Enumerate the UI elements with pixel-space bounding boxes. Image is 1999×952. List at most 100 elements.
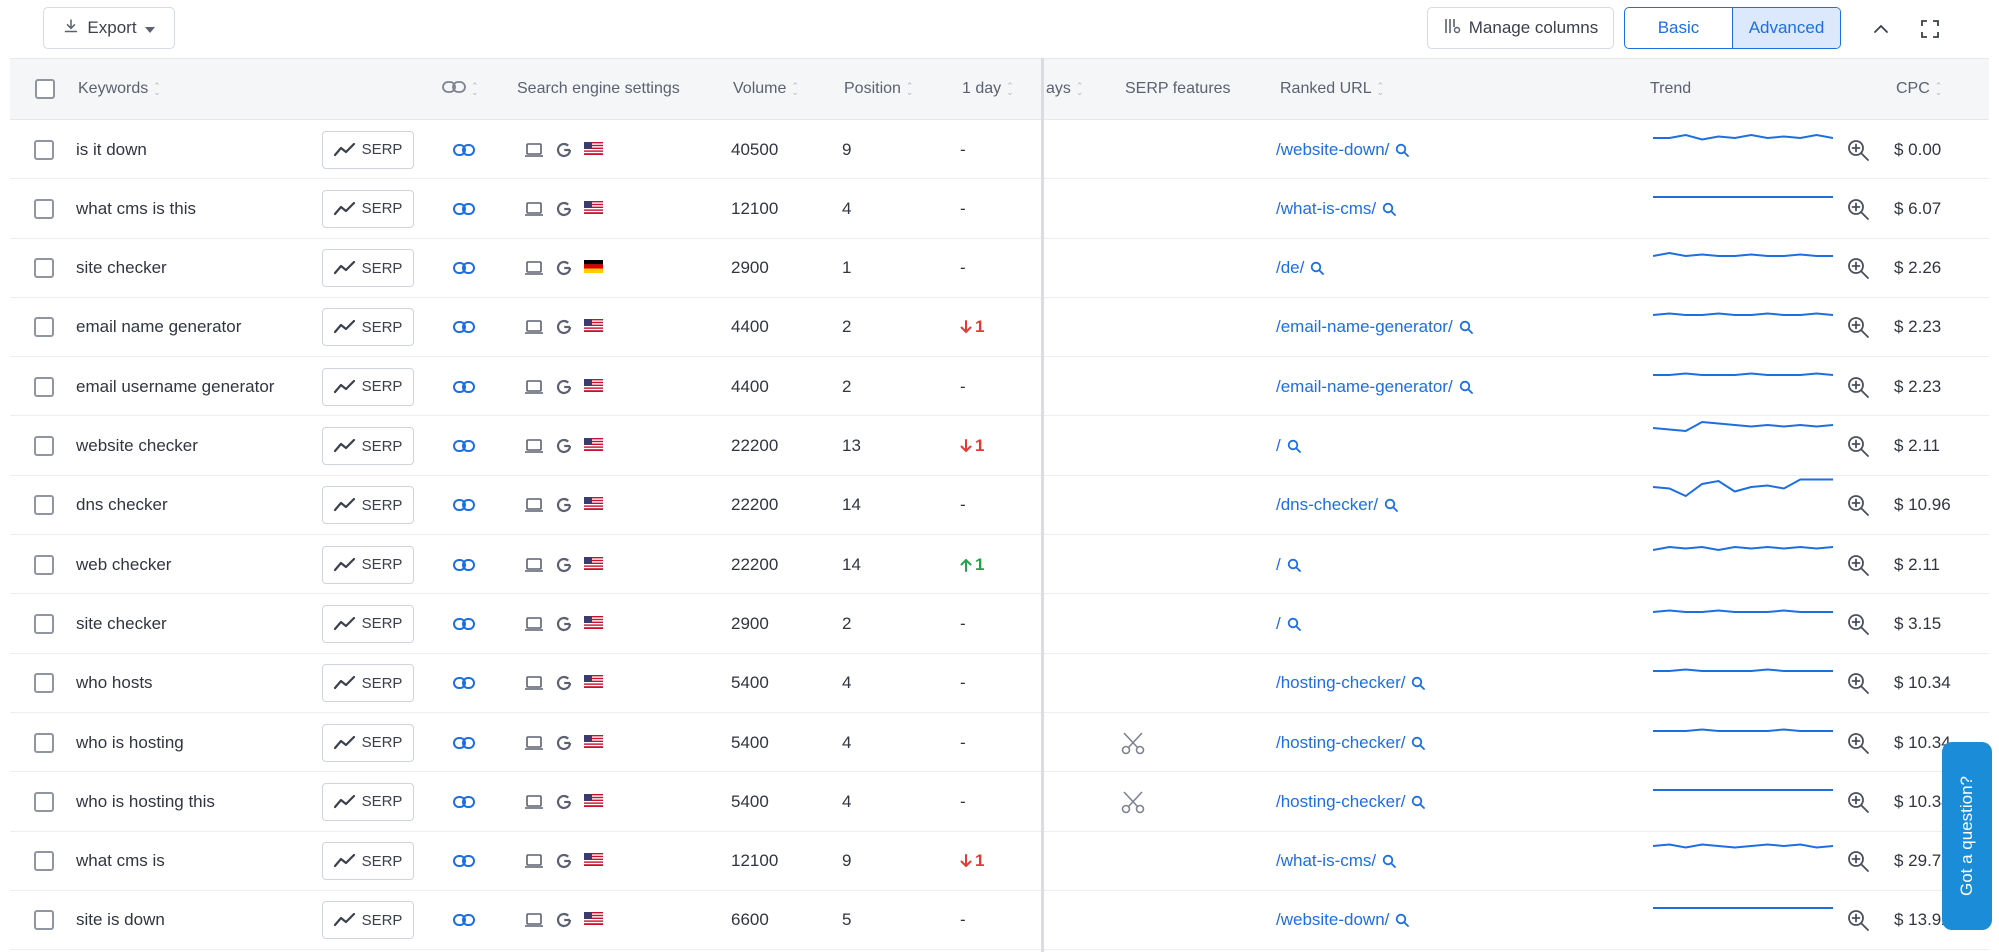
serp-button[interactable]: SERP [322,545,414,584]
serp-button[interactable]: SERP [322,486,414,525]
ranked-url-link[interactable]: / [1276,555,1301,575]
serp-button[interactable]: SERP [322,249,414,288]
zoom-in-icon[interactable] [1846,179,1870,238]
row-checkbox[interactable] [34,139,54,160]
search-icon[interactable] [1287,558,1301,572]
zoom-in-icon[interactable] [1846,594,1870,653]
link-icon[interactable] [453,891,475,950]
frozen-column-divider[interactable] [1041,58,1044,952]
link-icon[interactable] [453,594,475,653]
link-icon[interactable] [453,357,475,416]
export-button[interactable]: Export [43,7,175,49]
row-checkbox[interactable] [34,376,54,397]
serp-button[interactable]: SERP [322,130,414,169]
link-icon[interactable] [453,417,475,476]
help-widget-button[interactable]: Got a question? [1942,742,1992,930]
serp-button[interactable]: SERP [322,664,414,703]
zoom-in-icon[interactable] [1846,298,1870,357]
search-icon[interactable] [1287,439,1301,453]
link-icon[interactable] [453,476,475,535]
ranked-url-link[interactable]: / [1276,436,1301,456]
zoom-in-icon[interactable] [1846,120,1870,179]
ranked-url-link[interactable]: /de/ [1276,258,1325,278]
zoom-in-icon[interactable] [1846,357,1870,416]
zoom-in-icon[interactable] [1846,654,1870,713]
row-checkbox[interactable] [34,198,54,219]
serp-button[interactable]: SERP [322,842,414,881]
column-header-link[interactable]: ⌃ ⌄ [442,59,479,119]
row-checkbox[interactable] [34,791,54,812]
link-icon[interactable] [453,120,475,179]
serp-button[interactable]: SERP [322,901,414,940]
search-icon[interactable] [1395,143,1410,157]
column-header-days-partial[interactable]: ays ⌃ ⌄ [1046,59,1083,119]
search-icon[interactable] [1287,617,1301,631]
link-icon[interactable] [453,713,475,772]
column-header-position[interactable]: Position ⌃ ⌄ [844,59,913,119]
zoom-in-icon[interactable] [1846,417,1870,476]
link-icon[interactable] [453,179,475,238]
zoom-in-icon[interactable] [1846,713,1870,772]
row-checkbox[interactable] [34,258,54,279]
zoom-in-icon[interactable] [1846,535,1870,594]
ranked-url-link[interactable]: /dns-checker/ [1276,495,1398,515]
zoom-in-icon[interactable] [1846,832,1870,891]
row-checkbox[interactable] [34,613,54,634]
search-icon[interactable] [1459,380,1473,394]
ranked-url-link[interactable]: /email-name-generator/ [1276,317,1473,337]
ranked-url-link[interactable]: /hosting-checker/ [1276,733,1426,753]
row-checkbox[interactable] [34,554,54,575]
search-icon[interactable] [1382,854,1397,868]
column-header-1-day[interactable]: 1 day ⌃ ⌄ [962,59,1014,119]
search-icon[interactable] [1411,676,1426,691]
column-header-keywords[interactable]: Keywords ⌃ ⌄ [78,59,161,119]
link-icon[interactable] [453,535,475,594]
row-checkbox[interactable] [34,851,54,872]
link-icon[interactable] [453,654,475,713]
column-header-cpc[interactable]: CPC ⌃ ⌄ [1896,59,1942,119]
ranked-url-link[interactable]: /website-down/ [1276,910,1410,930]
link-icon[interactable] [453,298,475,357]
zoom-in-icon[interactable] [1846,239,1870,298]
ranked-url-link[interactable]: /what-is-cms/ [1276,851,1397,871]
zoom-in-icon[interactable] [1846,891,1870,950]
fullscreen-icon[interactable] [1915,14,1945,44]
search-icon[interactable] [1459,320,1473,335]
search-icon[interactable] [1310,261,1325,275]
search-icon[interactable] [1411,736,1426,750]
row-checkbox[interactable] [34,910,54,931]
link-icon[interactable] [453,832,475,891]
serp-button[interactable]: SERP [322,723,414,762]
serp-button[interactable]: SERP [322,427,414,465]
serp-button[interactable]: SERP [322,367,414,406]
column-header-volume[interactable]: Volume ⌃ ⌄ [733,59,799,119]
ranked-url-link[interactable]: / [1276,614,1301,634]
search-icon[interactable] [1395,913,1410,928]
serp-button[interactable]: SERP [322,782,414,821]
ranked-url-link[interactable]: /email-name-generator/ [1276,377,1473,397]
ranked-url-link[interactable]: /what-is-cms/ [1276,199,1397,219]
row-checkbox[interactable] [34,673,54,694]
ranked-url-link[interactable]: /hosting-checker/ [1276,792,1426,812]
link-icon[interactable] [453,239,475,298]
manage-columns-button[interactable]: Manage columns [1427,7,1614,49]
zoom-in-icon[interactable] [1846,772,1870,831]
collapse-chevron-up-icon[interactable] [1866,14,1896,44]
search-icon[interactable] [1411,795,1426,809]
search-icon[interactable] [1382,202,1397,216]
ranked-url-link[interactable]: /website-down/ [1276,140,1410,160]
serp-button[interactable]: SERP [322,604,414,643]
row-checkbox[interactable] [34,436,54,456]
row-checkbox[interactable] [34,317,54,338]
ranked-url-link[interactable]: /hosting-checker/ [1276,673,1426,693]
zoom-in-icon[interactable] [1846,476,1870,535]
column-header-ranked-url[interactable]: Ranked URL ⌃ ⌄ [1280,59,1384,119]
advanced-view-button[interactable]: Advanced [1732,8,1840,48]
link-icon[interactable] [453,772,475,831]
row-checkbox[interactable] [34,732,54,753]
search-icon[interactable] [1384,498,1398,513]
basic-view-button[interactable]: Basic [1657,18,1700,37]
select-all-checkbox[interactable] [35,79,55,99]
row-checkbox[interactable] [34,495,54,516]
serp-button[interactable]: SERP [322,189,414,228]
